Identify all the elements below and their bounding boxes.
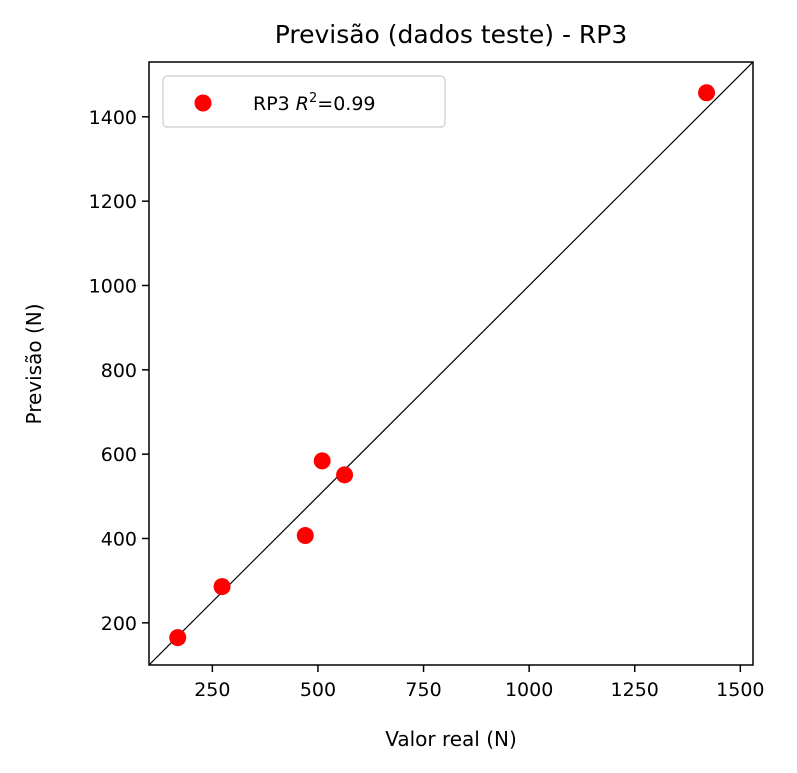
y-tick-label: 1000 [89, 275, 137, 297]
data-point [213, 578, 231, 596]
y-tick-label: 1400 [89, 107, 137, 129]
plot-frame [148, 61, 754, 666]
data-point [313, 452, 331, 470]
data-point [296, 527, 314, 545]
reference-line [149, 62, 753, 665]
x-tick-label: 750 [405, 679, 441, 701]
x-tick-label: 500 [300, 679, 336, 701]
y-tick-label: 1200 [89, 191, 137, 213]
legend-label-prefix: RP3 [253, 93, 296, 115]
x-axis-label: Valor real (N) [385, 727, 517, 751]
legend: RP3 R2=0.99 [162, 75, 446, 128]
x-tick-label: 1500 [716, 679, 764, 701]
data-points [169, 84, 716, 647]
legend-label: RP3 R2=0.99 [253, 91, 376, 115]
legend-label-suffix: =0.99 [317, 93, 375, 115]
data-point [169, 629, 187, 647]
legend-r-symbol: R [296, 93, 309, 115]
data-point [336, 466, 354, 484]
x-tick-label: 1000 [505, 679, 553, 701]
y-tick-label: 600 [101, 444, 137, 466]
y-tick-label: 400 [101, 528, 137, 550]
x-axis: 250 500 750 1000 1250 1500 [194, 665, 765, 701]
chart-title: Previsão (dados teste) - RP3 [275, 20, 628, 49]
x-tick-label: 1250 [611, 679, 659, 701]
data-point [698, 84, 716, 102]
plot-area [148, 61, 754, 666]
y-tick-label: 200 [101, 613, 137, 635]
x-tick-label: 250 [194, 679, 230, 701]
y-tick-label: 800 [101, 360, 137, 382]
y-axis: 200 400 600 800 1000 1200 1400 [89, 107, 149, 635]
legend-box [162, 75, 446, 128]
y-axis-label: Previsão (N) [22, 303, 46, 424]
legend-r-exponent: 2 [309, 91, 317, 106]
legend-marker [194, 94, 212, 112]
